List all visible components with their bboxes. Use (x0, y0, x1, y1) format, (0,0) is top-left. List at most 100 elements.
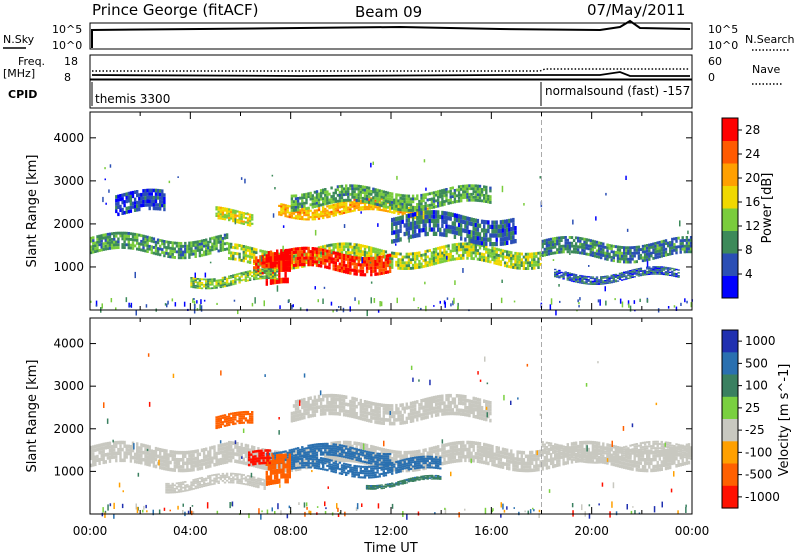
data-cell (623, 275, 625, 276)
data-cell (636, 252, 638, 255)
data-cell (602, 254, 604, 257)
data-cell (606, 244, 608, 247)
data-cell (397, 202, 399, 205)
data-cell (247, 260, 249, 263)
data-cell (280, 465, 282, 469)
data-cell (657, 272, 659, 273)
data-cell (203, 242, 205, 245)
data-cell (420, 215, 422, 219)
data-cell (123, 240, 125, 243)
data-cell (121, 448, 123, 452)
data-cell (192, 450, 194, 454)
data-cell (339, 243, 341, 246)
data-cell (297, 197, 299, 200)
data-cell (184, 256, 186, 259)
data-cell (648, 268, 650, 269)
data-cell (241, 216, 243, 218)
data-cell (117, 243, 119, 246)
data-cell (468, 217, 470, 221)
data-cell (136, 194, 138, 198)
data-cell (222, 279, 224, 281)
data-cell (287, 216, 289, 218)
data-cell (117, 232, 119, 235)
cpid-label: CPID (8, 88, 37, 101)
data-cell (312, 257, 314, 260)
data-cell (468, 452, 470, 456)
data-cell (241, 214, 243, 216)
data-cell (389, 260, 391, 263)
data-cell (477, 456, 479, 460)
data-cell (178, 245, 180, 248)
data-cell (416, 213, 418, 215)
data-cell (203, 459, 205, 463)
data-cell (199, 278, 201, 280)
data-cell (575, 248, 577, 251)
data-cell (560, 236, 562, 239)
data-cell (395, 255, 397, 258)
data-cell (648, 269, 650, 270)
data-cell (299, 218, 301, 220)
data-cell (604, 252, 606, 255)
data-cell (454, 198, 456, 201)
data-cell (631, 275, 633, 276)
data-cell (341, 266, 343, 269)
data-cell (105, 233, 107, 236)
data-cell (333, 264, 335, 267)
data-cell (341, 206, 343, 208)
data-cell (330, 456, 332, 460)
data-cell (408, 214, 410, 218)
data-cell (134, 233, 136, 236)
data-cell (512, 227, 514, 231)
data-cell (592, 240, 594, 243)
data-cell (452, 213, 454, 217)
data-cell (92, 452, 94, 456)
data-cell (261, 268, 263, 270)
data-cell (218, 281, 220, 283)
data-cell (222, 284, 224, 286)
data-cell (220, 235, 222, 238)
data-cell (155, 447, 157, 451)
data-cell (96, 235, 98, 238)
data-cell (389, 198, 391, 201)
data-cell (353, 252, 355, 255)
data-cell (96, 250, 98, 253)
data-cell (669, 241, 671, 244)
data-cell (615, 277, 617, 278)
data-cell (224, 461, 226, 465)
data-cell (439, 190, 441, 193)
data-cell (667, 253, 669, 256)
data-cell (320, 264, 322, 267)
y-tick-label: 4000 (53, 131, 84, 145)
data-cell (502, 462, 504, 466)
data-cell (454, 200, 456, 203)
data-cell (634, 246, 636, 249)
data-cell (625, 277, 627, 278)
data-cell (512, 464, 514, 468)
power-ylabel: Slant Range [km] (25, 155, 40, 268)
data-cell (289, 216, 291, 218)
data-cell (243, 251, 245, 254)
data-cell (172, 250, 174, 253)
data-cell (600, 242, 602, 245)
data-cell (132, 244, 134, 247)
data-cell (483, 220, 485, 224)
data-cell (460, 245, 462, 248)
data-cell (460, 452, 462, 456)
data-cell (220, 246, 222, 249)
data-cell (435, 262, 437, 265)
data-cell (404, 261, 406, 264)
data-cell (470, 199, 472, 202)
data-cell (140, 454, 142, 458)
data-cell (675, 251, 677, 254)
data-cell (226, 453, 228, 457)
data-cell (151, 189, 153, 193)
data-cell (397, 451, 399, 455)
data-cell (236, 275, 238, 277)
data-cell (485, 186, 487, 189)
data-cell (550, 241, 552, 244)
data-cell (322, 215, 324, 217)
data-cell (600, 256, 602, 259)
data-cell (500, 465, 502, 469)
data-cell (374, 256, 376, 259)
data-cell (318, 248, 320, 251)
